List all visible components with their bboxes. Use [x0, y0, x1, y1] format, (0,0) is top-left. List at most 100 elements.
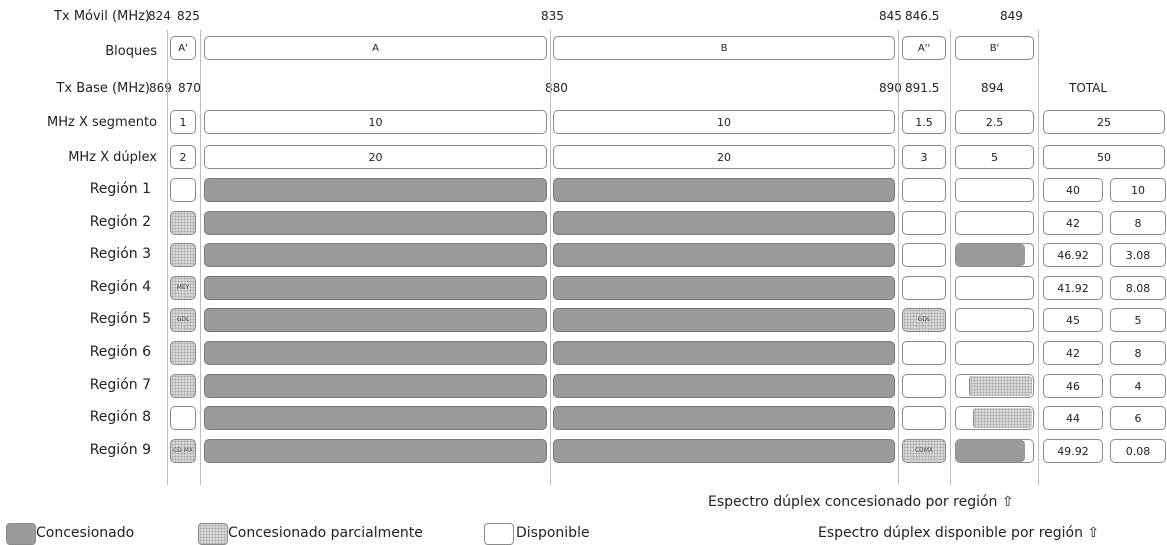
block-a1-cell: CD MX — [170, 439, 196, 463]
block-a1-cell — [170, 341, 196, 365]
concesionado-total: 42 — [1043, 341, 1103, 365]
block-b-cell — [553, 243, 895, 267]
concesionado-total: 49.92 — [1043, 439, 1103, 463]
tx-movil-tick: 825 — [177, 9, 200, 23]
block-b1-cell — [955, 178, 1034, 202]
b1-partial-fill — [973, 408, 1032, 428]
disponible-total: 10 — [1110, 178, 1166, 202]
market-tag: GDL — [176, 316, 190, 323]
market-tag: CD MX — [172, 447, 193, 454]
region-label: Región 5 — [89, 311, 151, 327]
market-tag: MEY — [176, 284, 190, 291]
block-a2-cell — [902, 374, 946, 398]
legend-label: Disponible — [516, 525, 590, 541]
duplex_row-cell: 3 — [902, 145, 946, 169]
block-a2-cell — [902, 341, 946, 365]
tx-base-tick: 870 — [178, 81, 201, 95]
block-b1-cell — [955, 341, 1034, 365]
disponible-note: Espectro dúplex disponible por región ⇧ — [818, 525, 1100, 541]
block-a2-cell — [902, 178, 946, 202]
disponible-total: 3.08 — [1110, 243, 1166, 267]
concesionado-total: 41.92 — [1043, 276, 1103, 300]
divider-line — [550, 30, 551, 485]
duplex_row-cell: 5 — [955, 145, 1034, 169]
block-a-cell — [204, 439, 547, 463]
duplex_row-cell: 2 — [170, 145, 196, 169]
tx-base-label: Tx Base (MHz) — [56, 81, 150, 96]
block-a1-cell — [170, 178, 196, 202]
concesionado-total: 46 — [1043, 374, 1103, 398]
disponible-total: 4 — [1110, 374, 1166, 398]
tx-base-tick: 890 — [879, 81, 902, 95]
block-b-cell — [553, 308, 895, 332]
region-label: Región 6 — [89, 344, 151, 360]
disponible-total: 8.08 — [1110, 276, 1166, 300]
divider-line — [898, 30, 899, 485]
disponible-total: 8 — [1110, 341, 1166, 365]
block-a2-cell: CDMX — [902, 439, 946, 463]
segment_row-cell: 2.5 — [955, 110, 1034, 134]
tx-movil-tick: 846.5 — [905, 9, 940, 23]
duplex_row-cell: 20 — [204, 145, 547, 169]
region-label: Región 8 — [89, 409, 151, 425]
block-b1-cell — [955, 439, 1034, 463]
block-a-cell — [204, 211, 547, 235]
block-b-cell — [553, 211, 895, 235]
block-a-cell — [204, 406, 547, 430]
block-a-cell — [204, 374, 547, 398]
tx-movil-tick: 824 — [148, 9, 171, 23]
block-b-cell — [553, 439, 895, 463]
tx-movil-tick: 845 — [879, 9, 902, 23]
block-a2-cell — [902, 276, 946, 300]
block-cell: A — [204, 36, 547, 60]
duplex_row-cell: 20 — [553, 145, 895, 169]
block-b1-cell — [955, 211, 1034, 235]
block-a-cell — [204, 308, 547, 332]
block-a1-cell: GDL — [170, 308, 196, 332]
tx-base-tick: 894 — [981, 81, 1004, 95]
segment-label: MHz X segmento — [47, 115, 157, 130]
block-a2-cell — [902, 406, 946, 430]
segment_row-cell: 1 — [170, 110, 196, 134]
concesionado-total: 42 — [1043, 211, 1103, 235]
block-a2-cell — [902, 211, 946, 235]
b1-concession-fill — [956, 440, 1026, 462]
block-cell: B — [553, 36, 895, 60]
block-b1-cell — [955, 374, 1034, 398]
divider-line — [1038, 30, 1039, 485]
divider-line — [950, 30, 951, 485]
concesionado-total: 45 — [1043, 308, 1103, 332]
block-b1-cell — [955, 243, 1034, 267]
duplex_row-total: 50 — [1043, 145, 1165, 169]
disponible-total: 5 — [1110, 308, 1166, 332]
region-label: Región 7 — [89, 377, 151, 393]
region-label: Región 3 — [89, 246, 151, 262]
block-a1-cell: MEY — [170, 276, 196, 300]
block-cell: B' — [955, 36, 1034, 60]
region-label: Región 1 — [89, 181, 151, 197]
block-a1-cell — [170, 406, 196, 430]
block-b-cell — [553, 341, 895, 365]
legend-swatch — [6, 523, 36, 545]
block-b1-cell — [955, 406, 1034, 430]
legend-label: Concesionado — [36, 525, 135, 541]
segment_row-total: 25 — [1043, 110, 1165, 134]
tx-base-tick: 869 — [149, 81, 172, 95]
concesionado-total: 44 — [1043, 406, 1103, 430]
block-a1-cell — [170, 374, 196, 398]
market-tag: GDL — [917, 316, 931, 323]
duplex-label: MHz X dúplex — [68, 150, 157, 165]
block-b1-cell — [955, 276, 1034, 300]
block-b-cell — [553, 374, 895, 398]
total-label: TOTAL — [1069, 81, 1108, 95]
tx-base-tick: 891.5 — [905, 81, 940, 95]
concesionado-note: Espectro dúplex concesionado por región … — [708, 494, 1014, 510]
tx-base-tick: 880 — [545, 81, 568, 95]
block-cell: A' — [170, 36, 196, 60]
block-b1-cell — [955, 308, 1034, 332]
b1-concession-fill — [956, 244, 1026, 266]
region-label: Región 4 — [89, 279, 151, 295]
block-cell: A'' — [902, 36, 946, 60]
block-a-cell — [204, 341, 547, 365]
concesionado-total: 40 — [1043, 178, 1103, 202]
